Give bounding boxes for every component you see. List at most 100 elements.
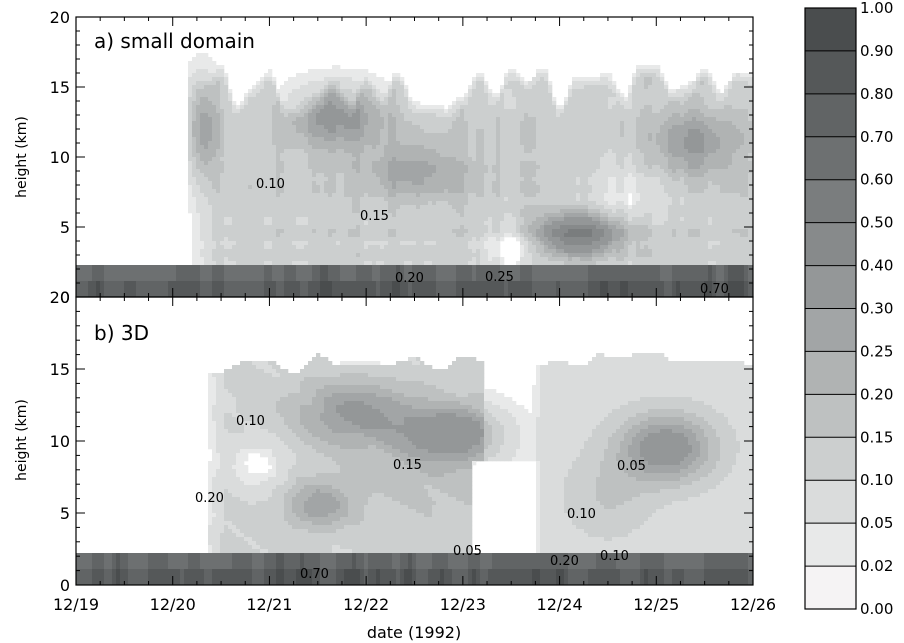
- field-cell: [228, 273, 233, 278]
- field-cell: [264, 165, 269, 170]
- field-cell: [420, 121, 425, 126]
- field-cell: [364, 185, 369, 190]
- field-cell: [400, 193, 405, 198]
- field-cell: [248, 169, 253, 174]
- field-cell: [332, 213, 337, 218]
- field-cell: [344, 85, 349, 90]
- field-cell: [532, 221, 537, 226]
- field-cell: [380, 109, 385, 114]
- field-cell: [512, 133, 517, 138]
- field-cell: [508, 145, 513, 150]
- field-cell: [316, 225, 321, 230]
- field-cell: [236, 281, 241, 286]
- field-cell: [196, 145, 201, 150]
- field-cell: [248, 89, 253, 94]
- field-cell: [484, 121, 489, 126]
- field-cell: [252, 125, 257, 130]
- field-cell: [432, 177, 437, 182]
- field-cell: [404, 257, 409, 262]
- field-cell: [276, 201, 281, 206]
- field-cell: [312, 257, 317, 262]
- field-cell: [236, 237, 241, 242]
- field-cell: [152, 281, 157, 286]
- field-cell: [208, 269, 213, 274]
- field-cell: [248, 233, 253, 238]
- field-cell: [316, 289, 321, 294]
- field-cell: [360, 185, 365, 190]
- field-cell: [236, 165, 241, 170]
- field-cell: [484, 261, 489, 266]
- field-cell: [476, 281, 481, 286]
- field-cell: [292, 153, 297, 158]
- field-cell: [484, 185, 489, 190]
- field-cell: [304, 289, 309, 294]
- field-cell: [404, 157, 409, 162]
- field-cell: [320, 181, 325, 186]
- field-cell: [512, 285, 517, 290]
- field-cell: [296, 165, 301, 170]
- field-cell: [212, 117, 217, 122]
- field-cell: [256, 265, 261, 270]
- field-cell: [268, 261, 273, 266]
- field-cell: [268, 233, 273, 238]
- field-cell: [460, 261, 465, 266]
- field-cell: [468, 221, 473, 226]
- field-cell: [456, 289, 461, 294]
- field-cell: [320, 197, 325, 202]
- field-cell: [528, 285, 533, 290]
- field-cell: [304, 165, 309, 170]
- field-cell: [424, 289, 429, 294]
- field-cell: [400, 129, 405, 134]
- field-cell: [424, 197, 429, 202]
- field-cell: [424, 105, 429, 110]
- field-cell: [344, 285, 349, 290]
- field-cell: [432, 233, 437, 238]
- field-cell: [272, 157, 277, 162]
- field-cell: [540, 185, 545, 190]
- field-cell: [488, 257, 493, 262]
- field-cell: [396, 77, 401, 82]
- field-cell: [492, 257, 497, 262]
- field-cell: [452, 149, 457, 154]
- field-cell: [492, 213, 497, 218]
- field-cell: [236, 173, 241, 178]
- field-cell: [224, 129, 229, 134]
- field-cell: [512, 69, 517, 74]
- field-cell: [240, 249, 245, 254]
- field-cell: [224, 177, 229, 182]
- field-cell: [280, 209, 285, 214]
- field-cell: [292, 109, 297, 114]
- field-cell: [404, 85, 409, 90]
- field-cell: [348, 189, 353, 194]
- field-cell: [232, 221, 237, 226]
- field-cell: [512, 209, 517, 214]
- field-cell: [212, 89, 217, 94]
- field-cell: [240, 257, 245, 262]
- field-cell: [272, 285, 277, 290]
- field-cell: [288, 253, 293, 258]
- field-cell: [288, 261, 293, 266]
- field-cell: [376, 113, 381, 118]
- field-cell: [288, 273, 293, 278]
- field-cell: [472, 257, 477, 262]
- field-cell: [276, 173, 281, 178]
- field-cell: [200, 137, 205, 142]
- field-cell: [212, 93, 217, 98]
- field-cell: [528, 149, 533, 154]
- field-cell: [84, 293, 89, 297]
- field-cell: [440, 201, 445, 206]
- field-cell: [360, 225, 365, 230]
- field-cell: [532, 125, 537, 130]
- field-cell: [284, 169, 289, 174]
- field-cell: [388, 185, 393, 190]
- field-cell: [256, 97, 261, 102]
- field-cell: [316, 89, 321, 94]
- field-cell: [212, 85, 217, 90]
- field-cell: [532, 289, 537, 294]
- field-cell: [276, 193, 281, 198]
- field-cell: [396, 117, 401, 122]
- field-cell: [424, 141, 429, 146]
- field-cell: [336, 177, 341, 182]
- field-cell: [244, 245, 249, 250]
- field-cell: [192, 289, 197, 294]
